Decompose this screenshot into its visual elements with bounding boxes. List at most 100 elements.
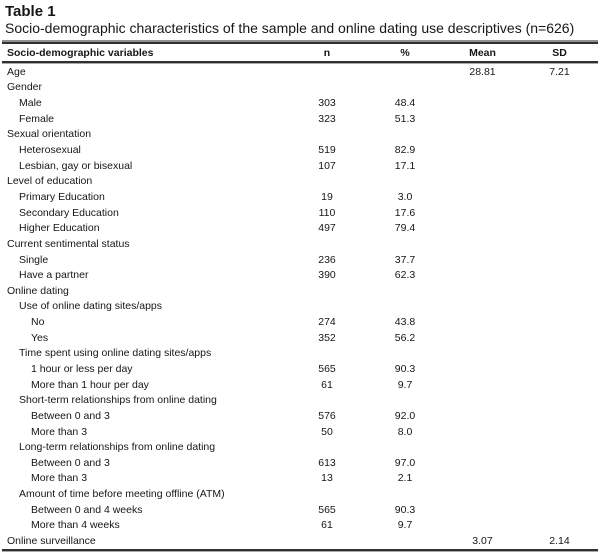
table-row: Between 0 and 3 613 97.0: [2, 455, 598, 471]
cell-percent: 97.0: [394, 456, 416, 469]
cell-variable: More than 4 weeks: [31, 519, 120, 532]
cell-n: 19: [321, 190, 333, 203]
table-row: Use of online dating sites/apps: [2, 299, 598, 315]
cell-percent: 37.7: [394, 253, 416, 266]
cell-n: 519: [318, 144, 336, 157]
cell-percent: 17.6: [394, 206, 416, 219]
cell-variable: More than 1 hour per day: [31, 378, 149, 391]
cell-variable: More than 3: [31, 425, 88, 438]
cell-variable: Between 0 and 3: [31, 456, 110, 469]
cell-n: 576: [318, 409, 336, 422]
cell-variable: Level of education: [7, 175, 93, 188]
cell-variable: Heterosexual: [19, 144, 81, 157]
cell-percent: 56.2: [394, 331, 416, 344]
cell-variable: Female: [19, 112, 55, 125]
column-header-percent: %: [400, 46, 410, 59]
cell-n: 13: [321, 472, 333, 485]
cell-percent: 9.7: [397, 519, 413, 532]
cell-variable: Amount of time before meeting offline (A…: [19, 488, 225, 501]
cell-variable: Higher Education: [19, 222, 100, 235]
cell-n: 303: [318, 97, 336, 110]
table-row: More than 1 hour per day 61 9.7: [2, 377, 598, 393]
cell-percent: 17.1: [394, 159, 416, 172]
top-rule: [2, 40, 598, 44]
table-row: 1 hour or less per day 565 90.3: [2, 361, 598, 377]
column-header-n: n: [323, 46, 331, 59]
table-row: Amount of time before meeting offline (A…: [2, 486, 598, 502]
table-row: Female 323 51.3: [2, 111, 598, 127]
table-row: Current sentimental status: [2, 236, 598, 252]
cell-n: 107: [318, 159, 336, 172]
cell-percent: 92.0: [394, 409, 416, 422]
bottom-rule: [2, 548, 598, 552]
cell-percent: 2.1: [397, 472, 413, 485]
cell-n: 236: [318, 253, 336, 266]
cell-n: 110: [318, 206, 336, 219]
cell-percent: 8.0: [397, 425, 413, 438]
cell-variable: Single: [19, 253, 49, 266]
cell-n: 61: [321, 378, 333, 391]
cell-variable: Between 0 and 3: [31, 409, 110, 422]
cell-variable: Gender: [7, 81, 43, 94]
cell-n: 565: [318, 362, 336, 375]
table-caption: Socio-demographic characteristics of the…: [5, 20, 575, 36]
cell-n: 390: [318, 269, 336, 282]
cell-variable: Male: [19, 97, 42, 110]
cell-variable: Use of online dating sites/apps: [19, 300, 163, 313]
cell-n: 565: [318, 503, 336, 516]
cell-percent: 3.0: [397, 190, 413, 203]
cell-variable: Sexual orientation: [7, 128, 92, 141]
table-row: Secondary Education 110 17.6: [2, 205, 598, 221]
cell-sd: 7.21: [549, 65, 570, 78]
table-row: More than 3 50 8.0: [2, 424, 598, 440]
cell-percent: 62.3: [394, 269, 416, 282]
table-row: Higher Education 497 79.4: [2, 220, 598, 236]
cell-variable: Lesbian, gay or bisexual: [19, 159, 133, 172]
cell-variable: Age: [7, 65, 26, 78]
cell-percent: 43.8: [394, 316, 416, 329]
table-row: Single 236 37.7: [2, 252, 598, 268]
table-row: Age 28.81 7.21: [2, 64, 598, 80]
table-row: Primary Education 19 3.0: [2, 189, 598, 205]
cell-variable: Current sentimental status: [7, 237, 130, 250]
cell-mean: 3.07: [472, 535, 493, 548]
table-row: More than 4 weeks 61 9.7: [2, 518, 598, 534]
cell-variable: 1 hour or less per day: [31, 362, 133, 375]
cell-variable: Short-term relationships from online dat…: [19, 394, 217, 407]
table-row: More than 3 13 2.1: [2, 471, 598, 487]
table-row: Online surveillance 3.07 2.14: [2, 533, 598, 549]
table-row: Have a partner 390 62.3: [2, 267, 598, 283]
table-row: Heterosexual 519 82.9: [2, 142, 598, 158]
cell-percent: 9.7: [397, 378, 413, 391]
cell-variable: Yes: [31, 331, 49, 344]
cell-percent: 82.9: [394, 144, 416, 157]
table-title: Table 1: [5, 3, 56, 20]
cell-variable: Between 0 and 4 weeks: [31, 503, 143, 516]
cell-variable: Secondary Education: [19, 206, 119, 219]
table-row: Short-term relationships from online dat…: [2, 392, 598, 408]
cell-n: 61: [321, 519, 333, 532]
table-row: Yes 352 56.2: [2, 330, 598, 346]
cell-n: 323: [318, 112, 336, 125]
cell-percent: 79.4: [394, 222, 416, 235]
table-row: Between 0 and 3 576 92.0: [2, 408, 598, 424]
header-rule: [2, 61, 598, 64]
cell-variable: More than 3: [31, 472, 88, 485]
cell-variable: Online dating: [7, 284, 69, 297]
cell-n: 352: [318, 331, 336, 344]
cell-percent: 90.3: [394, 503, 416, 516]
cell-n: 50: [321, 425, 333, 438]
table-row: Level of education: [2, 173, 598, 189]
cell-mean: 28.81: [469, 65, 496, 78]
table-row: Lesbian, gay or bisexual 107 17.1: [2, 158, 598, 174]
cell-percent: 48.4: [394, 97, 416, 110]
table-row: Time spent using online dating sites/app…: [2, 346, 598, 362]
cell-variable: Time spent using online dating sites/app…: [19, 347, 212, 360]
cell-n: 613: [318, 456, 336, 469]
cell-sd: 2.14: [549, 535, 570, 548]
table-body: Age 28.81 7.21 Gender Male 303 48.4 Fema…: [2, 64, 598, 549]
cell-variable: Have a partner: [19, 269, 89, 282]
cell-n: 274: [318, 316, 336, 329]
table-row: No 274 43.8: [2, 314, 598, 330]
